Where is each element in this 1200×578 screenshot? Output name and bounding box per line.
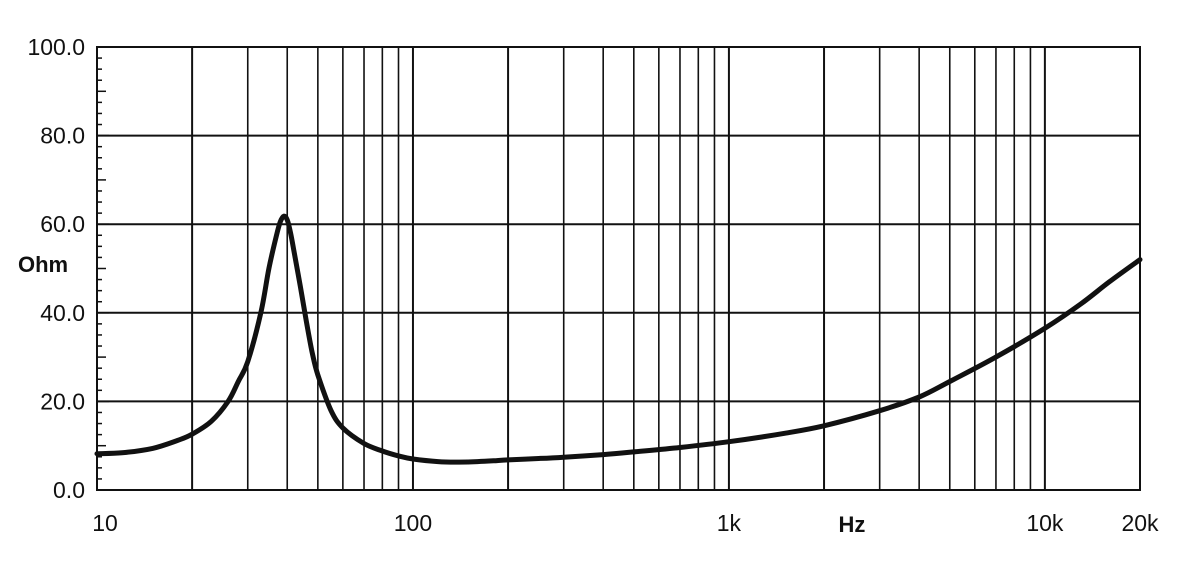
- y-tick-label: 80.0: [40, 123, 85, 149]
- y-tick-label: 60.0: [40, 211, 85, 237]
- y-tick-label: 40.0: [40, 300, 85, 326]
- x-tick-label: 1k: [717, 510, 742, 536]
- plot-frame: [96, 46, 1141, 491]
- x-tick-label: 10: [92, 510, 118, 536]
- tick-labels: 0.0 20.0 40.0 60.0 80.0 100.0 10 100 1k 10k 20k: [27, 34, 1159, 536]
- grid: [97, 46, 1140, 491]
- y-tick-label: 100.0: [27, 34, 85, 60]
- y-tick-label: 20.0: [40, 388, 85, 414]
- impedance-curve: [94, 213, 1143, 465]
- x-tick-label: 10k: [1026, 510, 1064, 536]
- x-axis-label: Hz: [839, 512, 866, 537]
- x-tick-label: 20k: [1121, 510, 1159, 536]
- y-tick-label: 0.0: [53, 477, 85, 503]
- x-tick-label: 100: [394, 510, 432, 536]
- y-axis-label: Ohm: [18, 252, 68, 277]
